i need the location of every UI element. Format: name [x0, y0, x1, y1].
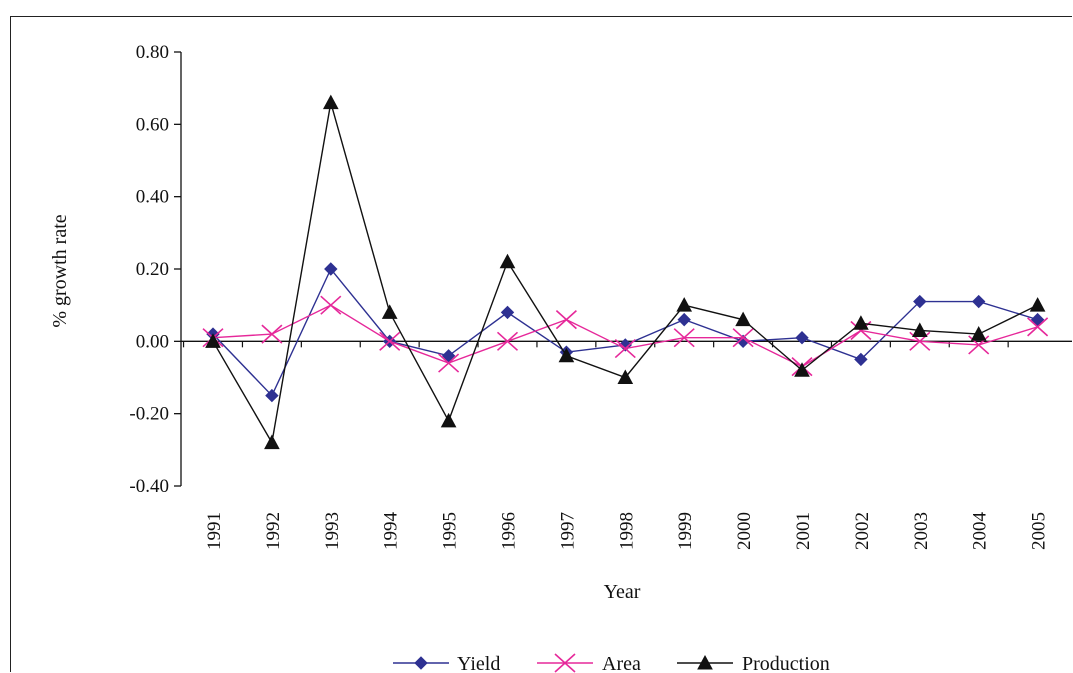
data-point-area — [320, 295, 342, 315]
data-point-area — [261, 324, 283, 344]
data-point-area — [732, 328, 754, 348]
data-point-production — [264, 434, 280, 450]
data-point-yield — [913, 294, 927, 309]
x-tick-label: 1997 — [557, 512, 578, 550]
y-axis: 0.80 0.60 0.40 0.20 0.00 -0.20 -0.40 — [129, 42, 182, 497]
data-point-yield — [677, 312, 691, 327]
x-tick-label: 1991 — [204, 512, 225, 550]
series-yield — [206, 262, 1045, 403]
y-tick-label: 0.80 — [136, 42, 169, 63]
data-point-yield — [324, 262, 338, 276]
data-point-yield — [1030, 312, 1045, 327]
legend-label-yield: Yield — [457, 653, 500, 673]
legend-item-area: Area — [537, 653, 641, 673]
data-point-area — [673, 328, 695, 348]
data-point-production — [853, 315, 869, 330]
data-point-production — [1029, 297, 1046, 312]
data-point-production — [440, 412, 457, 428]
y-tick-label: -0.40 — [129, 476, 169, 497]
y-tick-label: 0.60 — [136, 114, 169, 135]
x-tick-label: 2004 — [970, 512, 991, 551]
data-point-area — [555, 310, 577, 330]
legend-label-area: Area — [602, 653, 641, 673]
y-tick-label: 0.00 — [136, 331, 169, 352]
x-tick-label: 2002 — [852, 512, 873, 550]
x-tick-label: 1995 — [440, 512, 461, 550]
data-point-yield — [971, 294, 986, 309]
data-point-production — [499, 253, 516, 269]
x-tick-label: 1998 — [616, 512, 637, 550]
data-point-production — [381, 304, 398, 319]
data-point-production — [970, 326, 987, 341]
x-tick-label: 1994 — [381, 512, 402, 551]
x-tick-label: 2001 — [793, 512, 814, 550]
x-tick-label: 2000 — [734, 512, 755, 550]
x-tick-label: 1999 — [675, 512, 696, 550]
x-tick-label: 1992 — [263, 512, 284, 550]
series-area — [202, 295, 1049, 377]
data-point-production — [911, 322, 928, 337]
data-point-area — [614, 338, 636, 359]
data-point-yield — [795, 331, 809, 345]
data-point-area — [379, 331, 401, 351]
data-point-production — [558, 347, 575, 363]
series-line-production — [212, 102, 1038, 445]
data-point-production — [735, 311, 751, 327]
legend-item-yield: Yield — [393, 653, 500, 673]
y-tick-label: 0.20 — [136, 259, 169, 280]
data-point-area — [1027, 317, 1049, 337]
series-production — [205, 94, 1046, 450]
x-tick-label: 2003 — [911, 512, 932, 550]
data-point-area — [438, 353, 460, 373]
x-tick-label: 1993 — [322, 512, 343, 550]
data-point-production — [617, 369, 634, 384]
data-point-yield — [265, 388, 279, 403]
series-layer — [202, 94, 1049, 450]
legend-marker-production — [697, 654, 713, 670]
data-point-yield — [854, 352, 868, 367]
data-point-production — [205, 333, 221, 348]
legend-marker-area — [554, 653, 576, 673]
chart-frame — [10, 16, 1072, 672]
data-point-area — [496, 331, 519, 351]
data-point-production — [794, 362, 810, 377]
legend-item-production: Production — [677, 653, 830, 673]
data-point-yield — [500, 305, 515, 320]
y-tick-label: 0.40 — [136, 187, 169, 208]
y-axis-label: % growth rate — [49, 214, 71, 327]
x-axis-label: Year — [604, 581, 641, 603]
data-point-yield — [441, 349, 456, 363]
legend: Yield Area Production — [393, 653, 830, 673]
x-tick-label: 1996 — [499, 512, 520, 550]
legend-label-production: Production — [742, 653, 830, 673]
y-tick-label: -0.20 — [129, 404, 169, 425]
data-point-production — [676, 297, 693, 312]
data-point-production — [322, 94, 339, 110]
legend-marker-yield — [414, 656, 428, 670]
x-tick-label: 2005 — [1029, 512, 1050, 550]
